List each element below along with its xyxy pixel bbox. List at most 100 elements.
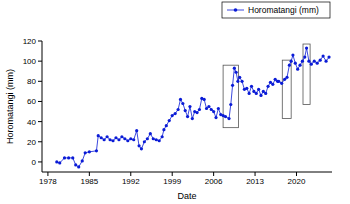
- data-point: [55, 160, 58, 163]
- x-tick: [213, 172, 214, 176]
- y-tick: [38, 141, 42, 142]
- data-point: [177, 108, 180, 111]
- data-point: [277, 80, 280, 83]
- data-point: [95, 149, 98, 152]
- x-tick: [47, 172, 48, 176]
- x-tick-label: 2013: [246, 177, 264, 186]
- data-point: [140, 147, 143, 150]
- data-point: [290, 60, 293, 63]
- data-point: [103, 138, 106, 141]
- data-point: [137, 144, 140, 147]
- data-point: [84, 151, 87, 154]
- x-tick-label: 1999: [163, 177, 181, 186]
- data-point: [207, 105, 210, 108]
- data-point: [126, 139, 129, 142]
- x-tick-label: 1992: [122, 177, 140, 186]
- data-point: [288, 64, 291, 67]
- data-point: [307, 60, 310, 63]
- data-point: [198, 108, 201, 111]
- data-point: [74, 163, 77, 166]
- data-point: [100, 136, 103, 139]
- data-point: [67, 156, 70, 159]
- data-point: [298, 64, 301, 67]
- x-tick-label: 1985: [80, 177, 98, 186]
- data-point: [106, 135, 109, 138]
- x-tick-label: 1978: [39, 177, 57, 186]
- data-point: [181, 102, 184, 105]
- legend: Horomatangi (mm): [222, 2, 330, 18]
- data-point: [310, 63, 313, 66]
- data-point: [327, 56, 330, 59]
- data-point: [165, 124, 168, 127]
- y-axis-label: Horomatangi (mm): [5, 69, 15, 144]
- y-tick-label: 40: [27, 118, 36, 127]
- data-point: [129, 137, 132, 140]
- data-point: [214, 116, 217, 119]
- data-point: [191, 117, 194, 120]
- y-tick-label: 20: [27, 138, 36, 147]
- data-point: [316, 62, 319, 65]
- data-point: [158, 139, 161, 142]
- data-point: [117, 138, 120, 141]
- data-point: [171, 114, 174, 117]
- legend-label: Horomatangi (mm): [248, 5, 319, 15]
- data-point: [114, 136, 117, 139]
- data-point: [152, 137, 155, 140]
- data-point: [71, 156, 74, 159]
- plot-area: [55, 44, 330, 169]
- data-point: [319, 59, 322, 62]
- y-tick: [38, 101, 42, 102]
- data-point: [324, 60, 327, 63]
- data-point: [250, 85, 253, 88]
- x-axis-label: Date: [177, 191, 196, 201]
- y-tick-label: 0: [32, 158, 37, 167]
- data-point: [161, 135, 164, 138]
- data-point: [77, 165, 80, 168]
- highlight-box: [282, 60, 291, 118]
- data-point: [303, 56, 306, 59]
- data-point: [296, 68, 299, 71]
- data-point: [63, 156, 66, 159]
- data-point: [305, 46, 308, 49]
- data-point: [248, 92, 251, 95]
- data-point: [188, 105, 191, 108]
- series-line: [57, 48, 329, 167]
- data-point: [81, 159, 84, 162]
- data-point: [229, 103, 232, 106]
- data-point: [235, 71, 238, 74]
- data-point: [322, 55, 325, 58]
- x-axis: [42, 172, 332, 173]
- data-point: [233, 67, 236, 70]
- data-point: [179, 98, 182, 101]
- data-point: [259, 94, 262, 97]
- data-point: [155, 138, 158, 141]
- data-point: [168, 119, 171, 122]
- y-tick: [38, 81, 42, 82]
- data-point: [149, 132, 152, 135]
- data-point: [240, 80, 243, 83]
- data-point: [255, 92, 258, 95]
- data-point: [236, 80, 239, 83]
- x-tick-label: 2006: [205, 177, 223, 186]
- y-tick-label: 120: [23, 37, 37, 46]
- data-point: [143, 140, 146, 143]
- y-tick: [38, 61, 42, 62]
- data-point: [313, 60, 316, 63]
- data-point: [257, 88, 260, 91]
- data-point: [217, 107, 220, 110]
- x-tick-label: 2020: [288, 177, 306, 186]
- y-tick: [38, 41, 42, 42]
- x-tick: [89, 172, 90, 176]
- data-point: [280, 82, 283, 85]
- data-point: [238, 76, 241, 79]
- data-point: [162, 128, 165, 131]
- data-point: [227, 117, 230, 120]
- data-point: [291, 54, 294, 57]
- y-tick-label: 80: [27, 77, 36, 86]
- x-tick: [172, 172, 173, 176]
- legend-marker: [234, 8, 238, 12]
- x-tick: [296, 172, 297, 176]
- chart: 0204060801001201978198519921999200620132…: [0, 0, 350, 204]
- data-point: [186, 115, 189, 118]
- y-axis: [42, 41, 43, 172]
